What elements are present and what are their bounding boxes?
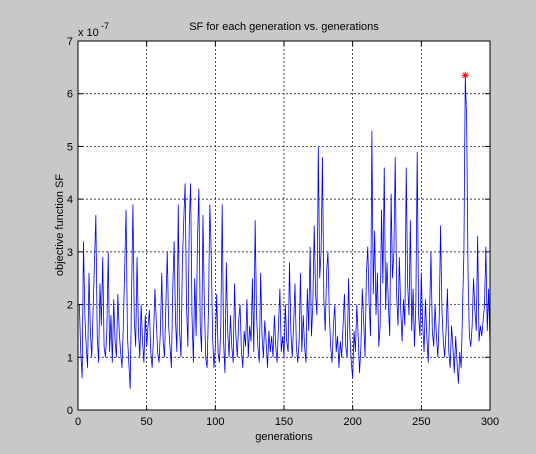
y-axis-label: objective function SF — [54, 174, 66, 276]
y-tick-label: 7 — [67, 36, 73, 48]
x-tick-label: 250 — [412, 416, 430, 428]
y-tick-label: 0 — [67, 405, 73, 417]
data-line — [78, 75, 491, 389]
chart-title: SF for each generation vs. generations — [189, 21, 379, 33]
x-tick-label: 200 — [343, 416, 361, 428]
y-tick-label: 2 — [67, 300, 73, 312]
x-tick-label: 150 — [275, 416, 293, 428]
y-tick-label: 4 — [67, 194, 73, 206]
x-tick-label: 50 — [141, 416, 153, 428]
x-tick-label: 300 — [481, 416, 499, 428]
x-axis-label: generations — [255, 431, 313, 443]
axes-box — [77, 40, 491, 411]
y-multiplier: x 10 — [78, 27, 99, 39]
y-exponent: -7 — [101, 21, 109, 31]
y-tick-label: 3 — [67, 247, 73, 259]
y-tick-label: 5 — [67, 141, 73, 153]
marker-stroke — [462, 72, 469, 79]
x-tick-label: 100 — [206, 416, 224, 428]
max-marker — [461, 71, 469, 79]
y-tick-label: 6 — [67, 89, 73, 101]
y-tick-label: 1 — [67, 352, 73, 364]
x-tick-label: 0 — [75, 416, 81, 428]
